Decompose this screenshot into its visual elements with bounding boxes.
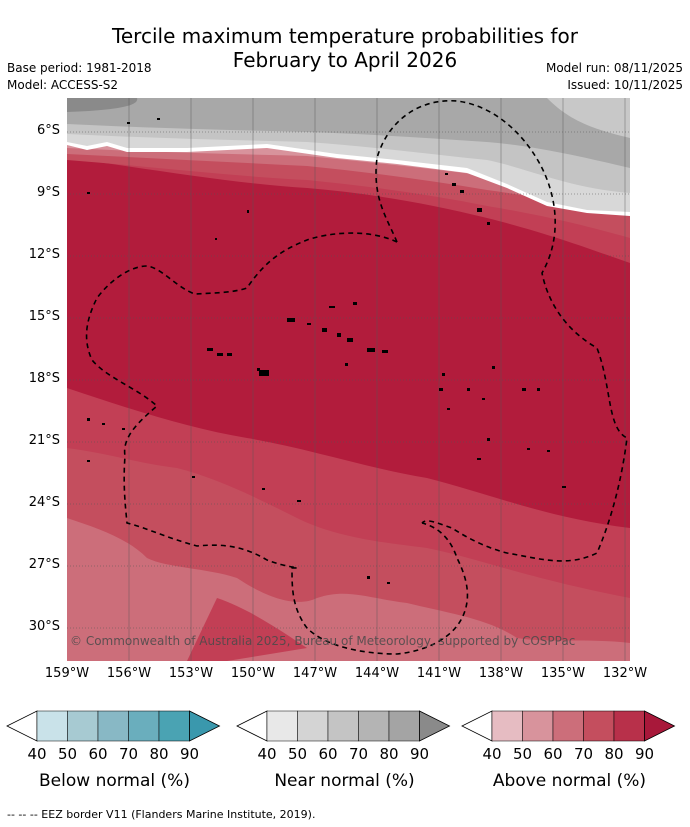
lat-label-6s: 6°S — [36, 123, 60, 138]
legend-below-tick: 80 — [149, 745, 169, 763]
gridlines — [67, 131, 630, 629]
legend-near-arrow-left — [236, 710, 268, 742]
legend-above-arrow-left — [461, 710, 493, 742]
legend-below-tick: 50 — [57, 745, 78, 763]
legend-below-segment — [158, 710, 190, 742]
legend-near-tick: 60 — [318, 745, 338, 763]
lon-label-135w: 135°W — [540, 666, 586, 681]
eez-border-kiribati — [375, 100, 628, 562]
legend-above-tick: 50 — [512, 745, 533, 763]
legend-below-arrow-left — [6, 710, 38, 742]
eez-borders — [85, 100, 628, 655]
legend-below-segment — [128, 710, 160, 742]
meta-left: Base period: 1981-2018 Model: ACCESS-S2 — [7, 60, 152, 94]
lat-label-30s: 30°S — [28, 619, 60, 634]
legend-near-tick: 50 — [287, 745, 308, 763]
legend-near-tick: 70 — [348, 745, 369, 763]
lon-label-153w: 153°W — [168, 666, 214, 681]
near-normal-80 — [67, 98, 138, 112]
legend-below-segment — [67, 710, 99, 742]
legend-near-segment — [358, 710, 390, 742]
lat-label-12s: 12°S — [28, 247, 60, 262]
legend-title-above: Above normal (%) — [492, 771, 647, 791]
legend-below-arrow-right — [189, 710, 221, 742]
legend-above-arrow-right — [644, 710, 676, 742]
lat-label-21s: 21°S — [28, 433, 60, 448]
issued-date: Issued: 10/11/2025 — [567, 78, 683, 92]
lat-label-15s: 15°S — [28, 309, 60, 324]
eez-border-cook — [85, 232, 469, 655]
legend-below-segment — [36, 710, 68, 742]
legend-near-segment — [327, 710, 359, 742]
base-period: Base period: 1981-2018 — [7, 61, 152, 75]
legend-above-tick: 60 — [543, 745, 563, 763]
legend-near-segment — [266, 710, 298, 742]
lon-label-156w: 156°W — [106, 666, 152, 681]
legend-above-segment — [552, 710, 584, 742]
legend-below-tick: 90 — [179, 745, 200, 763]
lat-label-27s: 27°S — [28, 557, 60, 572]
legend-above-segment — [491, 710, 523, 742]
lon-label-159w: 159°W — [44, 666, 90, 681]
band-70-south-inner — [187, 598, 307, 661]
legend-above-tick: 80 — [604, 745, 624, 763]
near-normal-60 — [67, 98, 630, 168]
legend-above-tick: 90 — [634, 745, 655, 763]
legend-below-tick: 70 — [118, 745, 139, 763]
model-name: Model: ACCESS-S2 — [7, 78, 119, 92]
legend-title-near: Near normal (%) — [274, 771, 415, 791]
islands — [87, 118, 566, 584]
eez-footer-note: -- -- -- EEZ border V11 (Flanders Marine… — [7, 808, 316, 821]
legend-below-segment — [97, 710, 129, 742]
copyright-notice: © Commonwealth of Australia 2025, Bureau… — [70, 634, 575, 648]
lat-label-24s: 24°S — [28, 495, 60, 510]
legend-below-tick: 60 — [88, 745, 108, 763]
lon-label-144w: 144°W — [354, 666, 400, 681]
lon-label-150w: 150°W — [230, 666, 276, 681]
probability-map: © Commonwealth of Australia 2025, Bureau… — [67, 98, 630, 661]
legend-above-segment — [613, 710, 645, 742]
model-run: Model run: 08/11/2025 — [545, 61, 683, 75]
lon-label-141w: 141°W — [416, 666, 462, 681]
legend-above-segment — [583, 710, 615, 742]
legend-title-below: Below normal (%) — [39, 771, 190, 791]
map-title: Tercile maximum temperature probabilitie… — [0, 24, 690, 72]
lon-label-147w: 147°W — [292, 666, 338, 681]
legend-below-tick: 40 — [27, 745, 47, 763]
lat-label-9s: 9°S — [36, 185, 60, 200]
legend-near-arrow-right — [419, 710, 451, 742]
lon-label-132w: 132°W — [602, 666, 648, 681]
near-normal-light-patch — [547, 98, 630, 138]
lon-label-138w: 138°W — [478, 666, 524, 681]
lat-label-18s: 18°S — [28, 371, 60, 386]
legend-colorbars — [6, 710, 676, 742]
legend-above-tick: 70 — [573, 745, 594, 763]
legend-near-segment — [297, 710, 329, 742]
title-line-2: February to April 2026 — [232, 48, 458, 72]
legend-near-tick: 90 — [409, 745, 430, 763]
title-line-1: Tercile maximum temperature probabilitie… — [112, 24, 578, 48]
meta-right: Model run: 08/11/2025 Issued: 10/11/2025 — [546, 60, 683, 94]
legend-near-tick: 40 — [257, 745, 277, 763]
legend-above-tick: 40 — [482, 745, 502, 763]
legend-near-tick: 80 — [379, 745, 399, 763]
legend-near-segment — [388, 710, 420, 742]
legend-above-segment — [522, 710, 554, 742]
